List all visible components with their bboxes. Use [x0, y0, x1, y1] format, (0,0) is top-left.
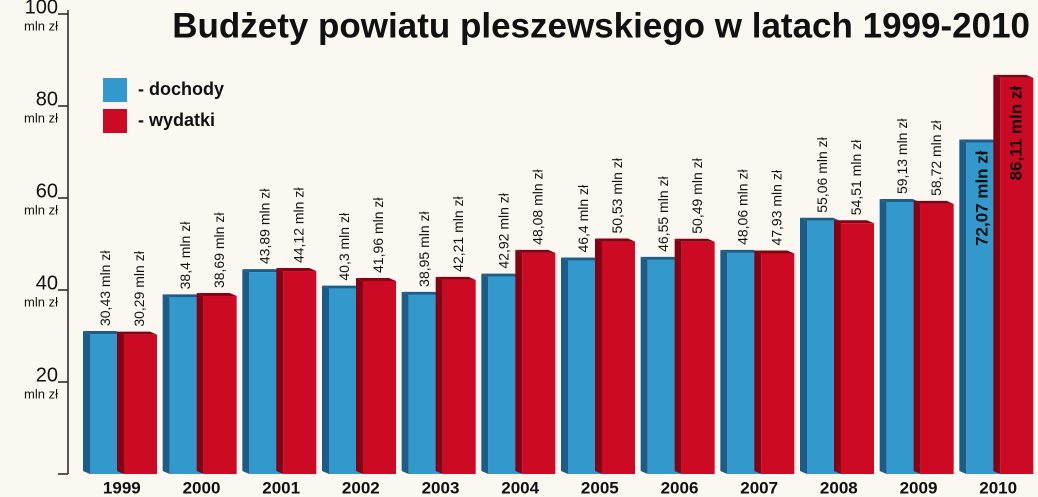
- x-tick-label: 2001: [262, 478, 300, 497]
- bar-top: [675, 239, 715, 242]
- x-tick-label: 1999: [103, 478, 141, 497]
- legend-label: - dochody: [138, 79, 224, 99]
- x-tick-label: 2004: [501, 478, 539, 497]
- value-label: 42,92 mln zł: [496, 192, 512, 268]
- value-label: 47,93 mln zł: [769, 169, 785, 245]
- y-tick-label: 40: [36, 272, 58, 294]
- value-label: 54,51 mln zł: [848, 139, 864, 215]
- bar-side: [675, 239, 682, 474]
- bar: [682, 242, 715, 474]
- bar-side: [641, 257, 648, 474]
- value-label: 38,95 mln zł: [416, 210, 432, 286]
- y-unit-label: mln zł: [24, 18, 58, 33]
- value-label: 50,49 mln zł: [689, 157, 705, 233]
- bar-top: [914, 201, 954, 204]
- bar-top: [276, 268, 316, 271]
- chart: Budżety powiatu pleszewskiego w latach 1…: [0, 0, 1038, 497]
- bar: [602, 242, 635, 474]
- x-tick-label: 2002: [342, 478, 380, 497]
- legend-label: - wydatki: [138, 110, 215, 130]
- bar-side: [561, 258, 568, 474]
- value-label: 48,08 mln zł: [530, 168, 546, 244]
- x-tick-label: 2005: [581, 478, 619, 497]
- value-label: 86,11 mln zł: [1006, 86, 1025, 181]
- bar: [443, 280, 476, 474]
- value-label: 50,53 mln zł: [609, 157, 625, 233]
- bar-top: [993, 75, 1033, 78]
- bar-side: [197, 293, 204, 474]
- y-unit-label: mln zł: [24, 202, 58, 217]
- x-tick-label: 2009: [900, 478, 938, 497]
- bar-side: [800, 218, 807, 474]
- value-label: 30,43 mln zł: [97, 250, 113, 326]
- legend-swatch: [103, 78, 127, 102]
- value-label: 44,12 mln zł: [291, 187, 307, 263]
- legend-swatch: [103, 109, 127, 133]
- bar-side: [163, 294, 170, 474]
- bar: [841, 223, 874, 474]
- value-label: 41,96 mln zł: [370, 197, 386, 273]
- bar-side: [515, 250, 522, 474]
- bar-top: [436, 277, 476, 280]
- value-label: 59,13 mln zł: [894, 118, 910, 194]
- bar: [204, 296, 237, 474]
- value-label: 38,69 mln zł: [211, 212, 227, 288]
- bar-side: [117, 332, 124, 474]
- x-tick-label: 2010: [979, 478, 1017, 497]
- bar-top: [197, 293, 237, 296]
- bar: [761, 254, 794, 474]
- bar-side: [754, 251, 761, 474]
- x-tick-label: 2008: [820, 478, 858, 497]
- bar: [363, 281, 396, 474]
- bar: [522, 253, 555, 474]
- bar: [124, 335, 157, 474]
- y-tick-label: 100: [25, 0, 58, 18]
- value-label: 46,55 mln zł: [655, 175, 671, 251]
- value-label: 40,3 mln zł: [336, 212, 352, 281]
- value-label: 38,4 mln zł: [177, 221, 193, 290]
- bar-top: [515, 250, 555, 253]
- y-unit-label: mln zł: [24, 386, 58, 401]
- bar-side: [959, 139, 966, 474]
- chart-title: Budżety powiatu pleszewskiego w latach 1…: [172, 6, 1030, 45]
- y-tick-label: 60: [36, 180, 58, 202]
- bar-side: [242, 269, 249, 474]
- bar-top: [754, 251, 794, 254]
- bar-side: [276, 268, 283, 474]
- y-tick-label: 20: [36, 364, 58, 386]
- bar-top: [595, 239, 635, 242]
- bar-side: [436, 277, 443, 474]
- value-label: 48,06 mln zł: [735, 169, 751, 245]
- bar-side: [720, 250, 727, 474]
- bar-top: [356, 278, 396, 281]
- bar-top: [834, 220, 874, 223]
- bar: [283, 271, 316, 474]
- x-tick-label: 2007: [740, 478, 778, 497]
- value-label: 72,07 mln zł: [972, 150, 991, 246]
- bar-side: [914, 201, 921, 474]
- y-unit-label: mln zł: [24, 110, 58, 125]
- y-tick-label: 80: [36, 88, 58, 110]
- value-label: 42,21 mln zł: [450, 195, 466, 271]
- bar-side: [402, 292, 409, 474]
- bar-side: [356, 278, 363, 474]
- bar-side: [834, 220, 841, 474]
- x-tick-label: 2000: [183, 478, 221, 497]
- bar-side: [595, 239, 602, 474]
- value-label: 46,4 mln zł: [575, 184, 591, 253]
- x-tick-label: 2003: [422, 478, 460, 497]
- bar-side: [322, 286, 329, 474]
- bar-top: [117, 332, 157, 335]
- bar-side: [481, 274, 488, 474]
- bar: [921, 204, 954, 474]
- value-label: 43,89 mln zł: [257, 188, 273, 264]
- bar-side: [993, 75, 1000, 474]
- x-tick-label: 2006: [661, 478, 699, 497]
- y-unit-label: mln zł: [24, 294, 58, 309]
- bar-side: [83, 331, 90, 474]
- value-label: 58,72 mln zł: [928, 120, 944, 196]
- bar-side: [880, 199, 887, 474]
- value-label: 30,29 mln zł: [131, 250, 147, 326]
- value-label: 55,06 mln zł: [814, 136, 830, 212]
